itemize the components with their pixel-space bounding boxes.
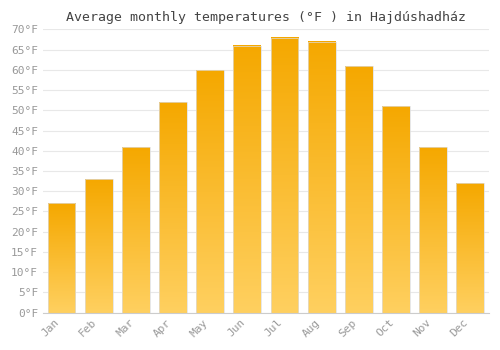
- Bar: [85, 179, 112, 313]
- Bar: [48, 203, 76, 313]
- Bar: [196, 70, 224, 313]
- Bar: [270, 37, 298, 313]
- Bar: [382, 106, 410, 313]
- Bar: [234, 46, 262, 313]
- Bar: [456, 183, 484, 313]
- Title: Average monthly temperatures (°F ) in Hajdúshadház: Average monthly temperatures (°F ) in Ha…: [66, 11, 466, 24]
- Bar: [308, 42, 336, 313]
- Bar: [345, 66, 373, 313]
- Bar: [419, 147, 447, 313]
- Bar: [159, 102, 187, 313]
- Bar: [122, 147, 150, 313]
